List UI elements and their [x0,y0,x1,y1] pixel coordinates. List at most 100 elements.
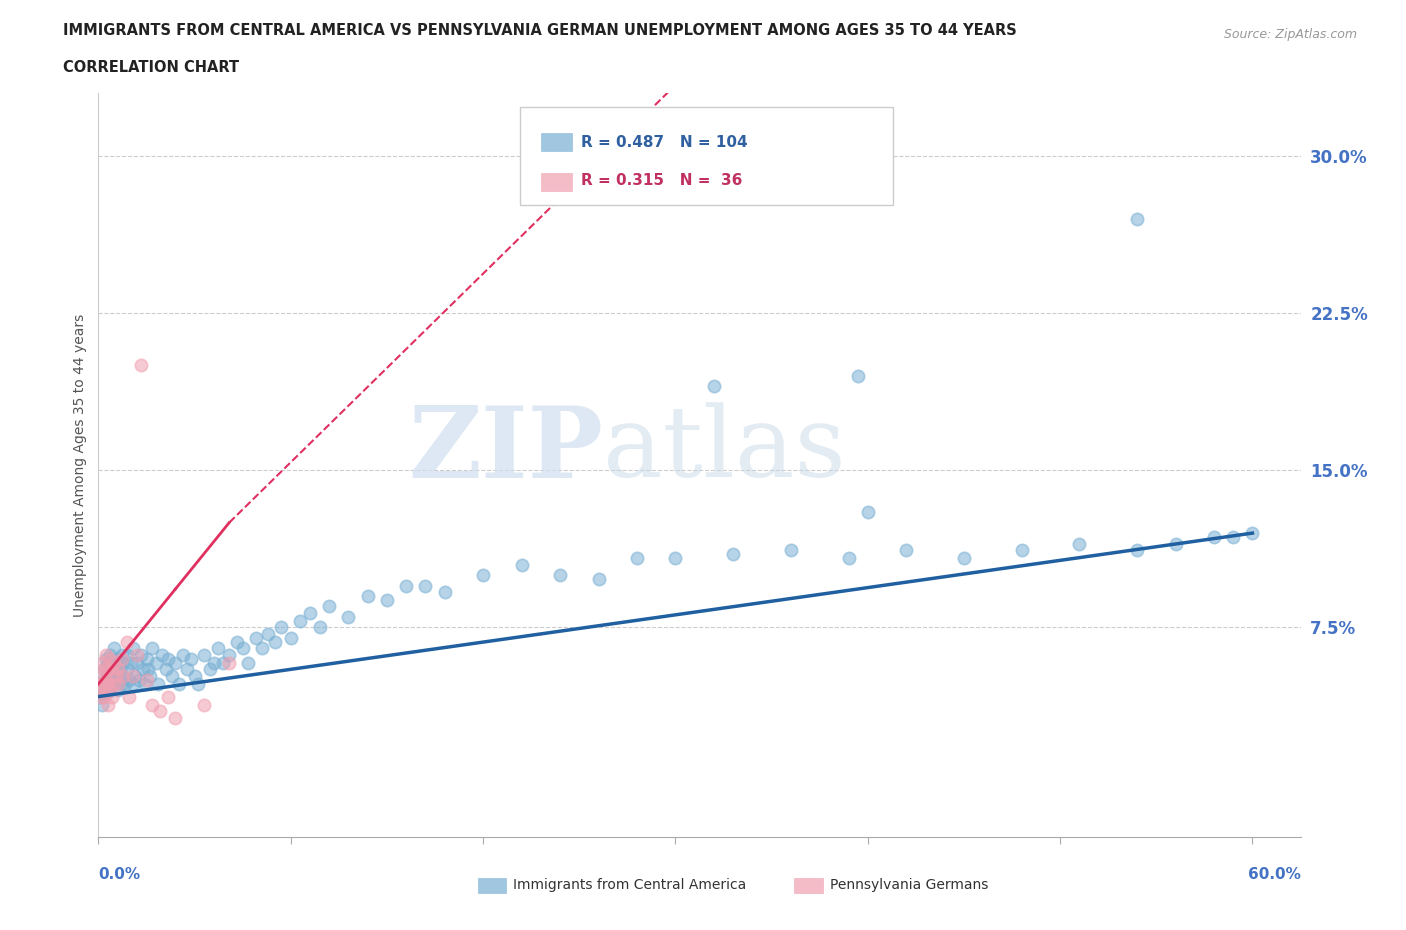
Point [155,662,177,677]
Point [187,676,209,691]
Point [308,620,330,635]
Point [156,689,179,704]
Point [128,672,150,687]
Point [218,656,240,671]
Point [167,676,190,691]
Point [202,656,225,671]
Point [117,647,139,662]
Point [98,683,121,698]
Point [150,647,173,662]
Point [415,578,437,593]
Point [118,689,141,704]
Point [98,681,121,696]
Text: atlas: atlas [603,402,846,498]
Point [298,605,321,620]
Point [280,631,302,645]
Point [856,505,879,520]
Text: IMMIGRANTS FROM CENTRAL AMERICA VS PENNSYLVANIA GERMAN UNEMPLOYMENT AMONG AGES 3: IMMIGRANTS FROM CENTRAL AMERICA VS PENNS… [63,23,1017,38]
Point [101,689,124,704]
Point [232,641,254,656]
Point [183,668,205,683]
Text: 0.0%: 0.0% [98,867,141,882]
Point [131,662,153,677]
Point [141,641,163,656]
Point [1069,537,1091,551]
Point [101,662,124,677]
Point [472,567,495,582]
Point [89,676,111,691]
Point [112,668,135,683]
Point [953,551,976,565]
Point [245,631,267,645]
Point [290,614,312,629]
Point [101,672,124,687]
Text: R = 0.315   N =  36: R = 0.315 N = 36 [581,173,742,188]
Point [125,647,148,662]
Point [89,689,111,704]
Point [104,668,127,683]
Point [93,676,115,691]
Point [107,676,129,691]
Point [93,687,115,702]
Point [141,698,163,712]
Point [91,698,114,712]
Point [1126,542,1149,557]
Point [104,668,127,683]
Point [218,647,240,662]
Point [97,668,120,683]
Point [664,551,686,565]
Point [101,662,124,677]
Point [212,656,235,671]
Point [120,656,142,671]
Point [97,698,120,712]
Point [703,379,725,393]
Point [103,656,125,671]
Point [97,676,120,691]
Point [160,668,183,683]
Point [156,651,179,666]
Point [264,634,287,649]
Point [93,662,115,677]
Point [225,634,247,649]
Text: Immigrants from Central America: Immigrants from Central America [513,878,747,893]
Text: Pennsylvania Germans: Pennsylvania Germans [830,878,988,893]
Point [122,676,145,691]
Point [110,651,132,666]
Point [357,589,380,604]
Point [588,572,610,587]
Point [103,641,125,656]
Point [896,542,918,557]
Point [721,547,744,562]
Point [433,584,456,599]
Point [108,672,131,687]
Point [124,668,146,683]
Point [107,651,129,666]
Point [146,676,169,691]
Point [103,676,125,691]
Point [270,620,292,635]
Text: ZIP: ZIP [408,402,603,498]
Y-axis label: Unemployment Among Ages 35 to 44 years: Unemployment Among Ages 35 to 44 years [73,313,87,617]
Point [548,567,571,582]
Point [149,704,172,719]
Point [139,668,162,683]
Point [114,676,136,691]
Point [93,689,115,704]
Point [1126,211,1149,226]
Point [395,578,418,593]
Point [779,542,801,557]
Point [1222,530,1244,545]
Point [1164,537,1187,551]
Point [129,647,152,662]
Point [193,647,215,662]
Point [103,676,125,691]
Point [134,676,156,691]
Point [94,651,117,666]
Point [91,683,114,698]
Point [846,368,869,383]
Point [129,358,152,373]
Point [110,647,132,662]
Point [122,641,145,656]
Point [375,592,398,607]
Point [207,641,229,656]
